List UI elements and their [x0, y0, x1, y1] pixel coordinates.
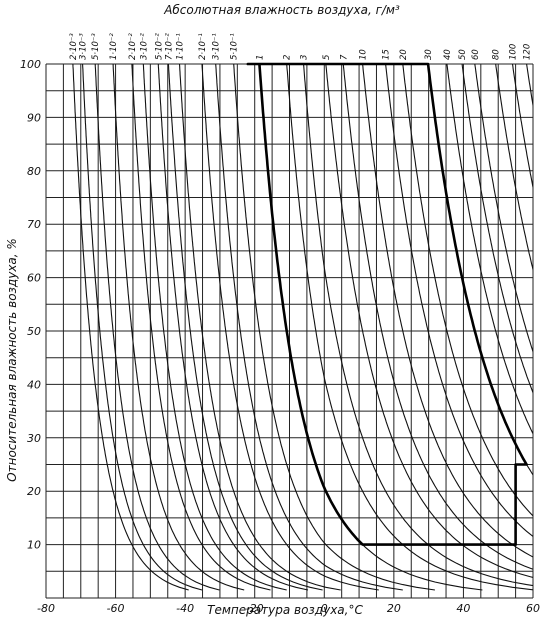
y-tick-label: 100 [20, 58, 41, 71]
curve-label: 2·10⁻² [128, 33, 138, 60]
chart-title: Абсолютная влажность воздуха, г/м³ [163, 3, 400, 17]
curve-label: 3·10⁻³ [79, 33, 89, 60]
humidity-curve [302, 64, 533, 587]
x-tick-label: -80 [37, 602, 55, 615]
humidity-curve [142, 64, 287, 591]
humidity-curve [286, 64, 533, 591]
x-tick-label: -60 [107, 602, 125, 615]
curve-label: 3·10⁻² [139, 33, 149, 60]
grid-lines [45, 63, 534, 599]
y-tick-label: 90 [27, 111, 41, 124]
curve-label: 2 [283, 55, 293, 60]
curve-label: 5·10⁻³ [91, 33, 101, 60]
curve-label: 10 [359, 49, 369, 60]
x-axis-label: Температура воздуха,°C [207, 603, 363, 617]
humidity-curve [215, 64, 403, 591]
curve-labels: 2·10⁻³ 3·10⁻³ 5·10⁻³ 1·10⁻² 2·10⁻² 3·10⁻² 5·10… [69, 33, 533, 60]
humidity-curve [94, 64, 220, 591]
y-tick-label: 50 [27, 325, 41, 338]
curve-label: 40 [443, 49, 453, 60]
curve-label: 5 [322, 55, 332, 60]
curve-label: 20 [399, 49, 409, 60]
curve-label: 60 [471, 49, 481, 60]
humidity-curve [167, 64, 323, 591]
curve-label: 1·10⁻² [109, 33, 119, 60]
humidity-curve [178, 64, 341, 591]
y-axis-label: Относительная влажность воздуха, % [5, 238, 19, 482]
curve-label: 5·10⁻¹ [230, 33, 240, 60]
humidity-curve [446, 64, 533, 435]
y-tick-label: 80 [27, 165, 41, 178]
curve-label: 7 [339, 54, 349, 60]
curve-label: 3 [300, 55, 310, 60]
humidity-curve [325, 64, 533, 578]
humidity-curves [72, 64, 533, 591]
humidity-curve [385, 64, 533, 538]
curve-label: 1 [255, 55, 265, 60]
curve-label: 2·10⁻¹ [198, 33, 208, 60]
humidity-curve [112, 64, 245, 591]
y-tick-label: 20 [27, 485, 41, 498]
curve-label: 30 [424, 49, 434, 60]
x-tick-label: 20 [387, 602, 401, 615]
humidity-curve [402, 64, 533, 517]
curve-label: 100 [509, 44, 519, 60]
x-tick-labels: -80 -60 -40 -20 0 20 40 60 [37, 602, 540, 615]
humidity-curve [495, 64, 533, 272]
humidity-curve [362, 64, 533, 558]
curve-label: 1·10⁻¹ [176, 33, 186, 60]
curve-label: 15 [382, 49, 392, 60]
humidity-curve [342, 64, 533, 570]
humidity-curve [201, 64, 379, 591]
x-tick-label: -40 [176, 602, 194, 615]
y-tick-label: 60 [27, 272, 41, 285]
y-tick-label: 10 [27, 539, 41, 552]
humidity-curve [72, 64, 189, 591]
curve-label: 3·10⁻¹ [212, 33, 222, 60]
curve-label: 80 [492, 49, 502, 60]
curve-label: 2·10⁻³ [69, 33, 79, 60]
x-tick-label: 0 [321, 602, 328, 615]
y-tick-label: 40 [27, 378, 41, 391]
curve-label: 7·10⁻² [164, 33, 174, 60]
bold-region-outline-path [246, 62, 528, 546]
x-tick-label: 60 [526, 602, 540, 615]
y-tick-labels: 10 20 30 40 50 60 70 80 90 100 [20, 58, 41, 552]
humidity-curve [157, 64, 309, 591]
curve-label: 50 [458, 49, 468, 60]
humidity-curve [474, 64, 533, 354]
bold-region-outline [246, 62, 528, 546]
curve-label: 120 [523, 44, 533, 60]
humidity-curve [233, 64, 435, 591]
humidity-curve [511, 64, 533, 191]
y-tick-label: 70 [27, 218, 41, 231]
curve-label: 5·10⁻² [154, 33, 164, 60]
humidity-curve [526, 64, 533, 109]
humidity-curve [461, 64, 533, 395]
humidity-curve [82, 64, 203, 591]
x-tick-label: -20 [246, 602, 264, 615]
humidity-curve [131, 64, 271, 591]
y-tick-label: 30 [27, 432, 41, 445]
x-tick-label: 40 [456, 602, 470, 615]
